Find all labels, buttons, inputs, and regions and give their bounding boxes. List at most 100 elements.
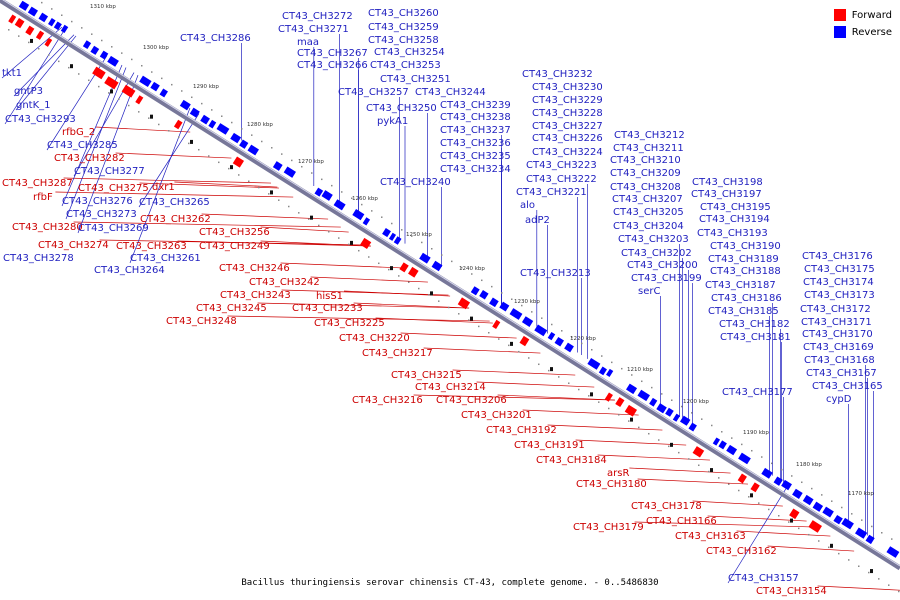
reverse-gene — [90, 45, 100, 55]
track-dot — [498, 338, 500, 340]
gene-label: CT43_CH3221 — [516, 187, 587, 198]
gene-label: CT43_CH3266 — [297, 60, 368, 71]
forward-gene — [35, 30, 45, 40]
reverse-gene — [272, 161, 283, 171]
track-dash — [590, 392, 593, 397]
forward-gene — [25, 25, 35, 36]
reverse-gene — [230, 132, 242, 144]
gene-label: CT43_CH3273 — [66, 209, 137, 220]
reverse-gene — [509, 308, 523, 320]
gene-label: CT43_CH3174 — [803, 277, 874, 288]
track-dot — [891, 538, 893, 540]
track-dot — [351, 197, 353, 200]
kbp-tick-label: 1280 kbp — [247, 122, 273, 128]
leader-line — [343, 290, 451, 297]
track-dot — [621, 367, 623, 370]
leader-line — [174, 181, 278, 188]
forward-gene — [737, 473, 747, 484]
track-dot — [391, 222, 393, 225]
gene-label: CT43_CH3248 — [166, 316, 237, 327]
gene-label: CT43_CH3193 — [697, 228, 768, 239]
reverse-gene — [82, 40, 92, 50]
leader-line — [522, 409, 639, 416]
gene-label: CT43_CH3261 — [130, 253, 201, 264]
gene-label: CT43_CH3157 — [728, 573, 799, 584]
track-dot — [261, 140, 263, 143]
reverse-gene — [499, 301, 510, 312]
gene-label: rfbG_2 — [62, 127, 95, 138]
gene-label: CT43_CH3265 — [139, 197, 210, 208]
reverse-gene — [382, 227, 391, 238]
track-dot — [341, 191, 343, 193]
genome-caption: Bacillus thuringiensis serovar chinensis… — [241, 578, 659, 588]
legend-reverse: Reverse — [833, 25, 892, 39]
reverse-swatch — [833, 26, 846, 38]
gene-label: CT43_CH3203 — [618, 234, 689, 245]
leader-line — [400, 332, 517, 339]
reverse-gene — [833, 514, 843, 525]
gene-label: CT43_CH3177 — [722, 387, 793, 398]
gene-label: CT43_CH3200 — [627, 260, 698, 271]
track-dot — [371, 210, 373, 212]
gene-label: CT43_CH3271 — [278, 24, 349, 35]
gene-label: CT43_CH3154 — [756, 586, 827, 597]
track-dot — [321, 178, 323, 181]
track-dot — [818, 540, 820, 542]
gene-label: CT43_CH3277 — [74, 166, 145, 177]
track-dot — [748, 496, 750, 498]
gene-label: CT43_CH3239 — [440, 100, 511, 111]
track-dot — [161, 77, 163, 80]
track-dot — [281, 153, 283, 155]
track-dot — [721, 431, 723, 433]
gene-label: CT43_CH3282 — [54, 153, 125, 164]
leader-line — [281, 289, 449, 296]
track-dot — [428, 294, 430, 296]
reverse-gene — [726, 444, 738, 456]
track-dot — [438, 300, 440, 302]
backbone-highlight — [2, 0, 900, 567]
forward-gene — [457, 297, 471, 310]
forward-gene — [173, 119, 183, 130]
track-dot — [858, 565, 860, 567]
reverse-gene — [239, 139, 249, 149]
gene-label: CT43_CH3198 — [692, 177, 763, 188]
track-dot — [598, 401, 600, 403]
track-dot — [561, 330, 563, 332]
track-dash — [110, 89, 113, 94]
reverse-gene — [841, 517, 854, 530]
reverse-gene — [107, 55, 119, 67]
gene-label: CT43_CH3213 — [520, 268, 591, 279]
gene-label: CT43_CH3234 — [440, 164, 511, 175]
track-dot — [558, 376, 560, 378]
track-dot — [231, 121, 233, 124]
gene-label: CT43_CH3216 — [352, 395, 423, 406]
track-dot — [571, 336, 573, 338]
track-dot — [661, 393, 663, 395]
forward-gene — [750, 482, 760, 493]
gene-label: CT43_CH3280 — [12, 222, 83, 233]
reverse-gene — [53, 21, 62, 31]
gene-label: CT43_CH3246 — [219, 263, 290, 274]
track-dot — [481, 279, 483, 282]
reverse-gene — [388, 232, 397, 241]
gene-label: gntP3 — [14, 86, 43, 97]
track-dash — [670, 442, 673, 447]
track-dot — [548, 369, 550, 372]
reverse-gene — [27, 6, 38, 17]
reverse-gene — [60, 24, 69, 34]
reverse-gene — [718, 440, 727, 450]
forward-gene — [121, 84, 136, 98]
track-dot — [641, 380, 643, 383]
leader-line — [63, 177, 272, 184]
track-dot — [828, 546, 830, 549]
forward-gene — [8, 14, 17, 24]
reverse-gene — [179, 99, 191, 111]
kbp-tick-label: 1310 kbp — [90, 4, 116, 10]
track-dot — [698, 464, 700, 467]
reverse-gene — [547, 331, 556, 341]
gene-label: CT43_CH3173 — [804, 290, 875, 301]
leader-line — [55, 191, 294, 198]
reverse-gene — [216, 123, 230, 135]
reverse-gene — [688, 422, 697, 432]
